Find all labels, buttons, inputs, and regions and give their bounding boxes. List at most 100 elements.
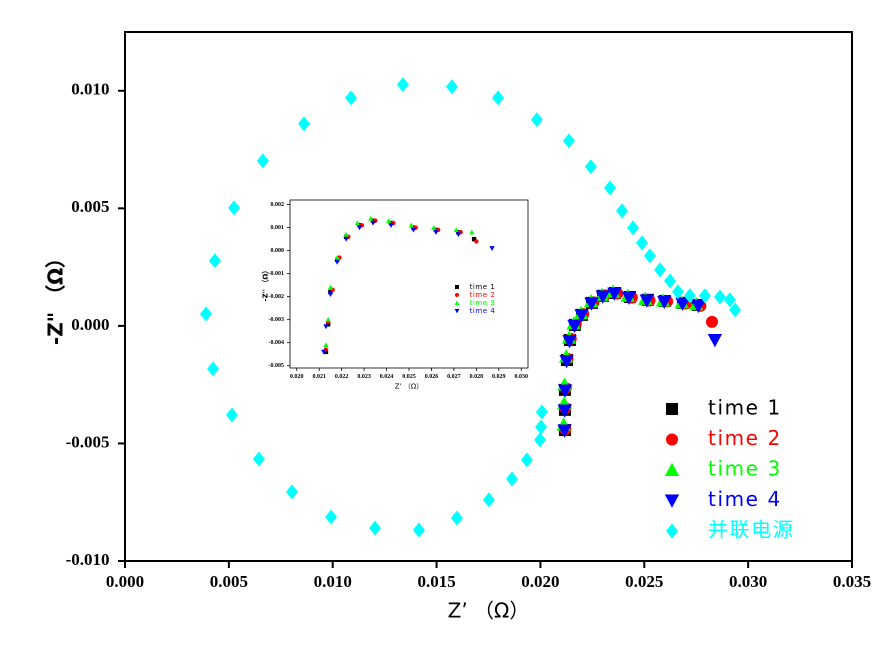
x-tick-label: 0.035 — [833, 572, 871, 591]
legend-label: time 2 — [708, 426, 782, 450]
data-point — [334, 254, 340, 260]
data-point — [534, 432, 547, 448]
y-tick-label: 0.010 — [71, 80, 109, 99]
data-point — [683, 288, 696, 304]
y-tick-label: -0.004 — [269, 340, 285, 346]
legend-marker — [666, 403, 678, 415]
x-tick-label: 0.015 — [417, 572, 455, 591]
data-point — [482, 492, 495, 508]
data-point — [557, 384, 573, 398]
x-tick-label: 0.021 — [312, 374, 326, 380]
data-point — [334, 257, 340, 263]
data-point — [489, 246, 495, 251]
data-point — [535, 404, 548, 420]
data-point — [431, 224, 437, 230]
legend-label: time 3 — [470, 299, 496, 307]
data-point — [445, 79, 458, 95]
data-point — [574, 309, 589, 323]
data-point — [643, 248, 656, 264]
y-tick-label: 0.000 — [71, 315, 109, 334]
data-point — [357, 223, 362, 228]
data-point — [557, 404, 572, 418]
data-point — [450, 510, 463, 526]
y-tick-label: -0.005 — [66, 432, 110, 451]
data-point — [228, 200, 241, 216]
y-tick-label: -0.005 — [269, 363, 285, 369]
data-point — [729, 302, 742, 318]
data-point — [698, 288, 711, 304]
legend-label: time 4 — [470, 307, 496, 315]
data-point — [723, 292, 736, 308]
data-point — [707, 333, 723, 348]
data-point — [621, 291, 637, 305]
data-point — [584, 159, 597, 175]
data-point — [370, 220, 376, 226]
data-point — [354, 220, 360, 226]
x-tick-label: 0.022 — [335, 374, 349, 380]
data-point — [388, 223, 394, 228]
y-tick-label: -0.010 — [66, 550, 110, 569]
data-point — [323, 342, 329, 348]
data-point — [334, 259, 340, 265]
data-point — [396, 77, 409, 93]
x-tick-label: 0.030 — [515, 374, 529, 380]
data-point — [469, 229, 475, 235]
legend-marker — [664, 494, 680, 508]
data-point — [410, 227, 417, 233]
x-tick-label: 0.028 — [470, 374, 484, 380]
data-point — [327, 284, 334, 290]
plot-frame — [289, 199, 529, 369]
data-point — [369, 520, 382, 536]
data-point — [505, 471, 518, 487]
data-point — [368, 215, 374, 221]
y-tick-label: 0.001 — [271, 225, 285, 231]
data-point — [675, 297, 690, 311]
data-point — [328, 289, 333, 295]
x-tick-label: 0.029 — [492, 374, 506, 380]
data-point — [654, 262, 667, 278]
data-point — [325, 322, 331, 327]
x-tick-label: 0.026 — [425, 374, 439, 380]
data-point — [343, 236, 349, 242]
data-point — [286, 484, 299, 500]
data-point — [408, 222, 414, 228]
data-point — [207, 361, 220, 377]
legend-marker — [454, 300, 460, 305]
legend-label: time 1 — [470, 283, 496, 291]
data-point — [706, 315, 719, 328]
data-point — [657, 295, 672, 310]
data-point — [557, 424, 572, 438]
data-point — [433, 230, 439, 235]
data-point — [200, 306, 213, 322]
x-tick-label: 0.020 — [521, 572, 559, 591]
x-tick-label: 0.005 — [210, 572, 248, 591]
data-point — [412, 522, 425, 538]
data-point — [607, 287, 622, 301]
y-axis-label: -Z" （Ω） — [43, 248, 67, 345]
data-point — [386, 218, 392, 223]
data-point — [323, 349, 329, 355]
y-tick-label: -0.001 — [269, 271, 285, 277]
data-point — [225, 407, 238, 423]
data-point — [616, 203, 629, 219]
x-axis-label: Z’ （Ω） — [395, 383, 424, 391]
y-tick-label: -0.003 — [269, 317, 285, 323]
x-tick-label: 0.025 — [402, 374, 416, 380]
data-point — [691, 299, 706, 314]
legend-marker — [455, 293, 459, 297]
legend-marker — [664, 462, 680, 476]
legend-label: time 1 — [708, 396, 782, 420]
data-point — [595, 290, 610, 304]
y-tick-label: 0.000 — [271, 248, 285, 254]
x-tick-label: 0.000 — [106, 572, 144, 591]
data-point — [639, 294, 654, 308]
x-tick-label: 0.027 — [447, 374, 461, 380]
data-point — [344, 90, 357, 106]
data-point — [356, 225, 363, 231]
y-axis-label: -Z'' （Ω） — [261, 267, 269, 302]
data-point — [343, 234, 349, 240]
data-point — [562, 133, 575, 149]
data-point — [411, 225, 416, 230]
x-tick-label: 0.025 — [625, 572, 663, 591]
